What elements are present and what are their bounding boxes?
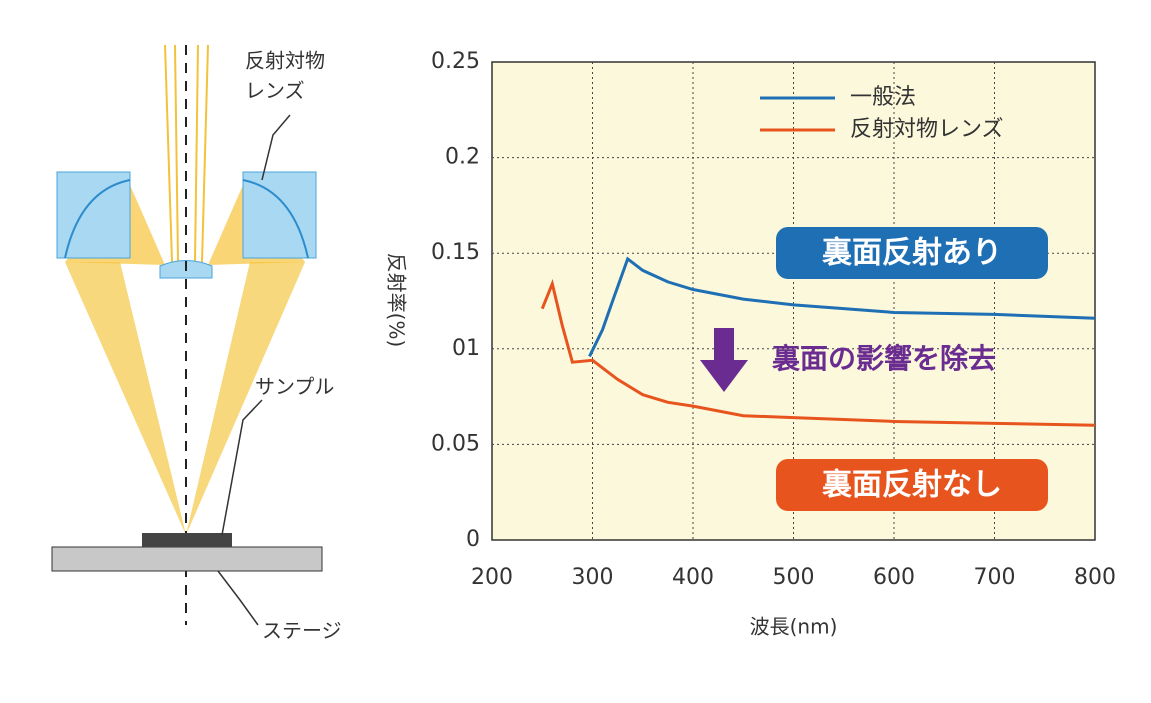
light-cone-left xyxy=(65,262,186,535)
legend-label: 反射対物レンズ xyxy=(850,117,1004,142)
x-tick-label: 700 xyxy=(974,565,1016,590)
y-tick-label: 0.2 xyxy=(445,145,480,170)
sample-leader xyxy=(221,399,263,536)
y-tick-label: 01 xyxy=(452,336,480,361)
y-axis-label: 反射率(%) xyxy=(385,253,409,348)
y-tick-label: 0.25 xyxy=(431,49,480,74)
y-tick-label: 0.05 xyxy=(431,431,480,456)
mirror-left xyxy=(56,171,131,259)
line-series xyxy=(588,256,1096,358)
lens-label: レンズ xyxy=(245,79,305,103)
stage-label: ステージ xyxy=(262,619,342,643)
lens-leader xyxy=(261,114,291,181)
x-tick-label: 200 xyxy=(471,565,513,590)
line-series xyxy=(540,278,1096,427)
incoming-beam xyxy=(164,44,209,263)
annotation: 裏面反射なし xyxy=(822,468,1002,503)
annotation-box xyxy=(776,227,1048,279)
sample-label: サンプル xyxy=(255,375,334,399)
x-tick-label: 600 xyxy=(873,565,915,590)
annotation-box xyxy=(776,459,1048,511)
stage-leader xyxy=(217,570,259,626)
x-tick-label: 800 xyxy=(1074,565,1116,590)
legend-label: 一般法 xyxy=(850,85,916,110)
x-tick-label: 500 xyxy=(773,565,815,590)
objective-diagram: 反射対物 レンズ サンプル ステージ xyxy=(51,44,342,643)
stage xyxy=(51,546,323,572)
arrow xyxy=(700,328,748,392)
light-cone-right xyxy=(186,262,305,535)
annotation: 裏面反射あり xyxy=(822,236,1002,271)
sample xyxy=(142,533,232,547)
x-tick-label: 300 xyxy=(572,565,614,590)
x-axis-label: 波長(nm) xyxy=(750,615,838,639)
mirror-curve-right xyxy=(242,179,309,259)
y-tick-label: 0.15 xyxy=(431,240,480,265)
x-tick-label: 400 xyxy=(672,565,714,590)
lens-label: 反射対物 xyxy=(245,49,325,73)
chart: 0 0.05 01 0.15 0.2 0.25 200 300 400 500 600 700 800 波… xyxy=(385,49,1117,639)
y-tick-label: 0 xyxy=(466,527,480,552)
mirror-curve-left xyxy=(64,179,131,259)
annotation: 裏面の影響を除去 xyxy=(772,342,996,375)
